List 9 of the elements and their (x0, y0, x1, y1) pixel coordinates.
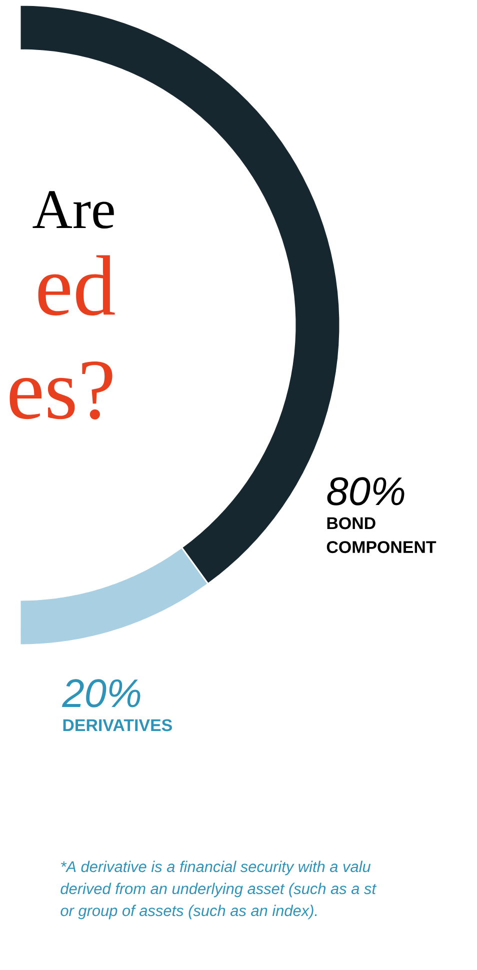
slice-label: DERIVATIVES (63, 719, 172, 732)
data-label: 80% (327, 477, 404, 506)
data-label: 20% (62, 679, 140, 708)
slice-label: BOND COMPONENT (326, 517, 436, 554)
text: *A derivative is a financial security with a valu (61, 860, 371, 876)
text: ed es? (10, 255, 115, 420)
text: derived from an underlying asset (such as a st (60, 882, 377, 898)
text: Are (32, 191, 114, 229)
text: or group of assets (such as an index). (60, 904, 317, 920)
